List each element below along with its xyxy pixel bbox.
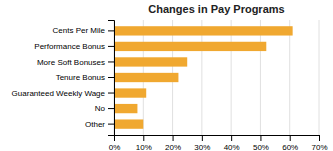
bars bbox=[114, 26, 293, 129]
grid-line bbox=[319, 20, 320, 135]
y-tick: Performance Bonus bbox=[34, 42, 114, 51]
tick-mark bbox=[108, 93, 114, 94]
tick-label: Performance Bonus bbox=[34, 42, 105, 51]
title: Changes in Pay Programs bbox=[148, 3, 284, 15]
y-tick: Tenure Bonus bbox=[56, 73, 114, 82]
tick-mark bbox=[108, 30, 114, 31]
tick-label: Guaranteed Weekly Wage bbox=[12, 89, 106, 98]
tick-label: 70% bbox=[311, 143, 327, 151]
x-tick: 10% bbox=[136, 135, 152, 151]
tick-mark bbox=[108, 77, 114, 78]
plot: 0% 10% 20% 30% 40% 50% 60% 70% Other No Guaranteed… bbox=[12, 20, 328, 151]
tick-label: No bbox=[95, 104, 106, 113]
x-tick: 40% bbox=[224, 135, 240, 151]
tick-label: Other bbox=[85, 120, 105, 129]
grid-line bbox=[289, 20, 290, 135]
tick-mark bbox=[231, 135, 232, 141]
tick-label: 0% bbox=[109, 143, 121, 151]
grid-line bbox=[260, 20, 261, 135]
x-tick: 30% bbox=[194, 135, 210, 151]
bar bbox=[114, 42, 266, 51]
tick-mark bbox=[319, 135, 320, 141]
chart: 0% 10% 20% 30% 40% 50% 60% 70% Other No Guaranteed… bbox=[0, 0, 333, 151]
tick-mark bbox=[108, 61, 114, 62]
y-tick: No bbox=[95, 104, 114, 113]
axis-domain bbox=[108, 21, 115, 136]
bar bbox=[114, 26, 293, 35]
tick-mark bbox=[108, 46, 114, 47]
bar bbox=[114, 104, 137, 113]
tick-label: Tenure Bonus bbox=[56, 73, 105, 82]
tick-mark bbox=[108, 124, 114, 125]
x-tick: 70% bbox=[311, 135, 327, 151]
tick-mark bbox=[143, 135, 144, 141]
y-tick: More Soft Bonuses bbox=[37, 58, 114, 67]
grid-line bbox=[231, 20, 232, 135]
tick-mark bbox=[202, 135, 203, 141]
bar bbox=[114, 88, 146, 97]
bar bbox=[114, 57, 187, 66]
tick-label: 50% bbox=[253, 143, 269, 151]
tick-mark bbox=[290, 135, 291, 141]
tick-label: 40% bbox=[224, 143, 240, 151]
tick-label: Cents Per Mile bbox=[53, 26, 106, 35]
tick-label: 20% bbox=[165, 143, 181, 151]
y-tick: Cents Per Mile bbox=[53, 26, 114, 35]
x-axis: 0% 10% 20% 30% 40% 50% 60% 70% bbox=[109, 135, 328, 151]
grid-line bbox=[201, 20, 202, 135]
bar bbox=[114, 73, 178, 82]
y-tick: Guaranteed Weekly Wage bbox=[12, 89, 114, 98]
tick-label: 30% bbox=[194, 143, 210, 151]
y-axis: Other No Guaranteed Weekly Wage Tenure Bonu… bbox=[12, 21, 115, 136]
tick-mark bbox=[260, 135, 261, 141]
bar bbox=[114, 119, 143, 128]
x-tick: 20% bbox=[165, 135, 181, 151]
tick-label: 10% bbox=[136, 143, 152, 151]
x-tick: 60% bbox=[282, 135, 298, 151]
axis-domain bbox=[115, 136, 320, 142]
tick-mark bbox=[173, 135, 174, 141]
tick-mark bbox=[108, 108, 114, 109]
y-tick: Other bbox=[85, 120, 114, 129]
tick-label: 60% bbox=[282, 143, 298, 151]
grid bbox=[114, 20, 319, 135]
tick-label: More Soft Bonuses bbox=[37, 58, 105, 67]
x-tick: 50% bbox=[253, 135, 269, 151]
x-tick: 0% bbox=[109, 135, 121, 151]
